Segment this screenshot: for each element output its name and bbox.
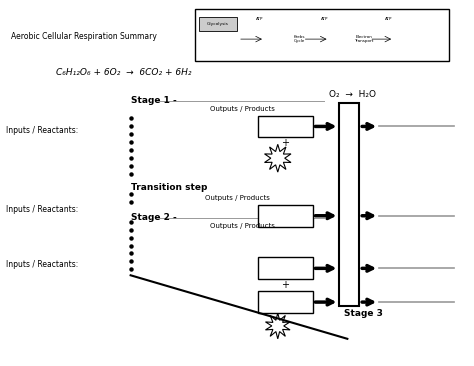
Text: ATP: ATP xyxy=(321,17,328,21)
Text: Transition step: Transition step xyxy=(131,183,207,193)
Text: O₂  →  H₂O: O₂ → H₂O xyxy=(329,90,376,99)
Bar xyxy=(258,116,312,137)
Text: ATP: ATP xyxy=(256,17,264,21)
Bar xyxy=(258,257,312,279)
Text: +: + xyxy=(281,280,289,290)
Bar xyxy=(199,17,237,31)
Text: +: + xyxy=(281,138,289,148)
Text: Stage 1 -: Stage 1 - xyxy=(131,96,176,105)
Bar xyxy=(339,102,359,306)
Bar xyxy=(258,205,312,227)
Text: Outputs / Products: Outputs / Products xyxy=(205,195,270,201)
Text: ATP: ATP xyxy=(385,17,393,21)
Text: Inputs / Reactants:: Inputs / Reactants: xyxy=(6,260,79,269)
Bar xyxy=(195,9,449,61)
Bar xyxy=(258,291,312,313)
Text: Aerobic Cellular Respiration Summary: Aerobic Cellular Respiration Summary xyxy=(11,31,157,41)
Polygon shape xyxy=(264,144,291,172)
Text: Inputs / Reactants:: Inputs / Reactants: xyxy=(6,205,79,214)
Text: C₆H₁₂O₆ + 6O₂  →  6CO₂ + 6H₂: C₆H₁₂O₆ + 6O₂ → 6CO₂ + 6H₂ xyxy=(56,68,191,77)
Text: Outputs / Products: Outputs / Products xyxy=(210,105,275,112)
Text: Stage 2 -: Stage 2 - xyxy=(131,213,176,222)
Text: Krebs
Cycle: Krebs Cycle xyxy=(294,35,305,44)
Polygon shape xyxy=(265,313,290,339)
Text: Outputs / Products: Outputs / Products xyxy=(210,223,275,229)
Text: Inputs / Reactants:: Inputs / Reactants: xyxy=(6,126,79,135)
Text: Glycolysis: Glycolysis xyxy=(207,22,229,26)
Text: Electron
Transport: Electron Transport xyxy=(355,35,374,44)
Text: Stage 3: Stage 3 xyxy=(345,310,383,318)
